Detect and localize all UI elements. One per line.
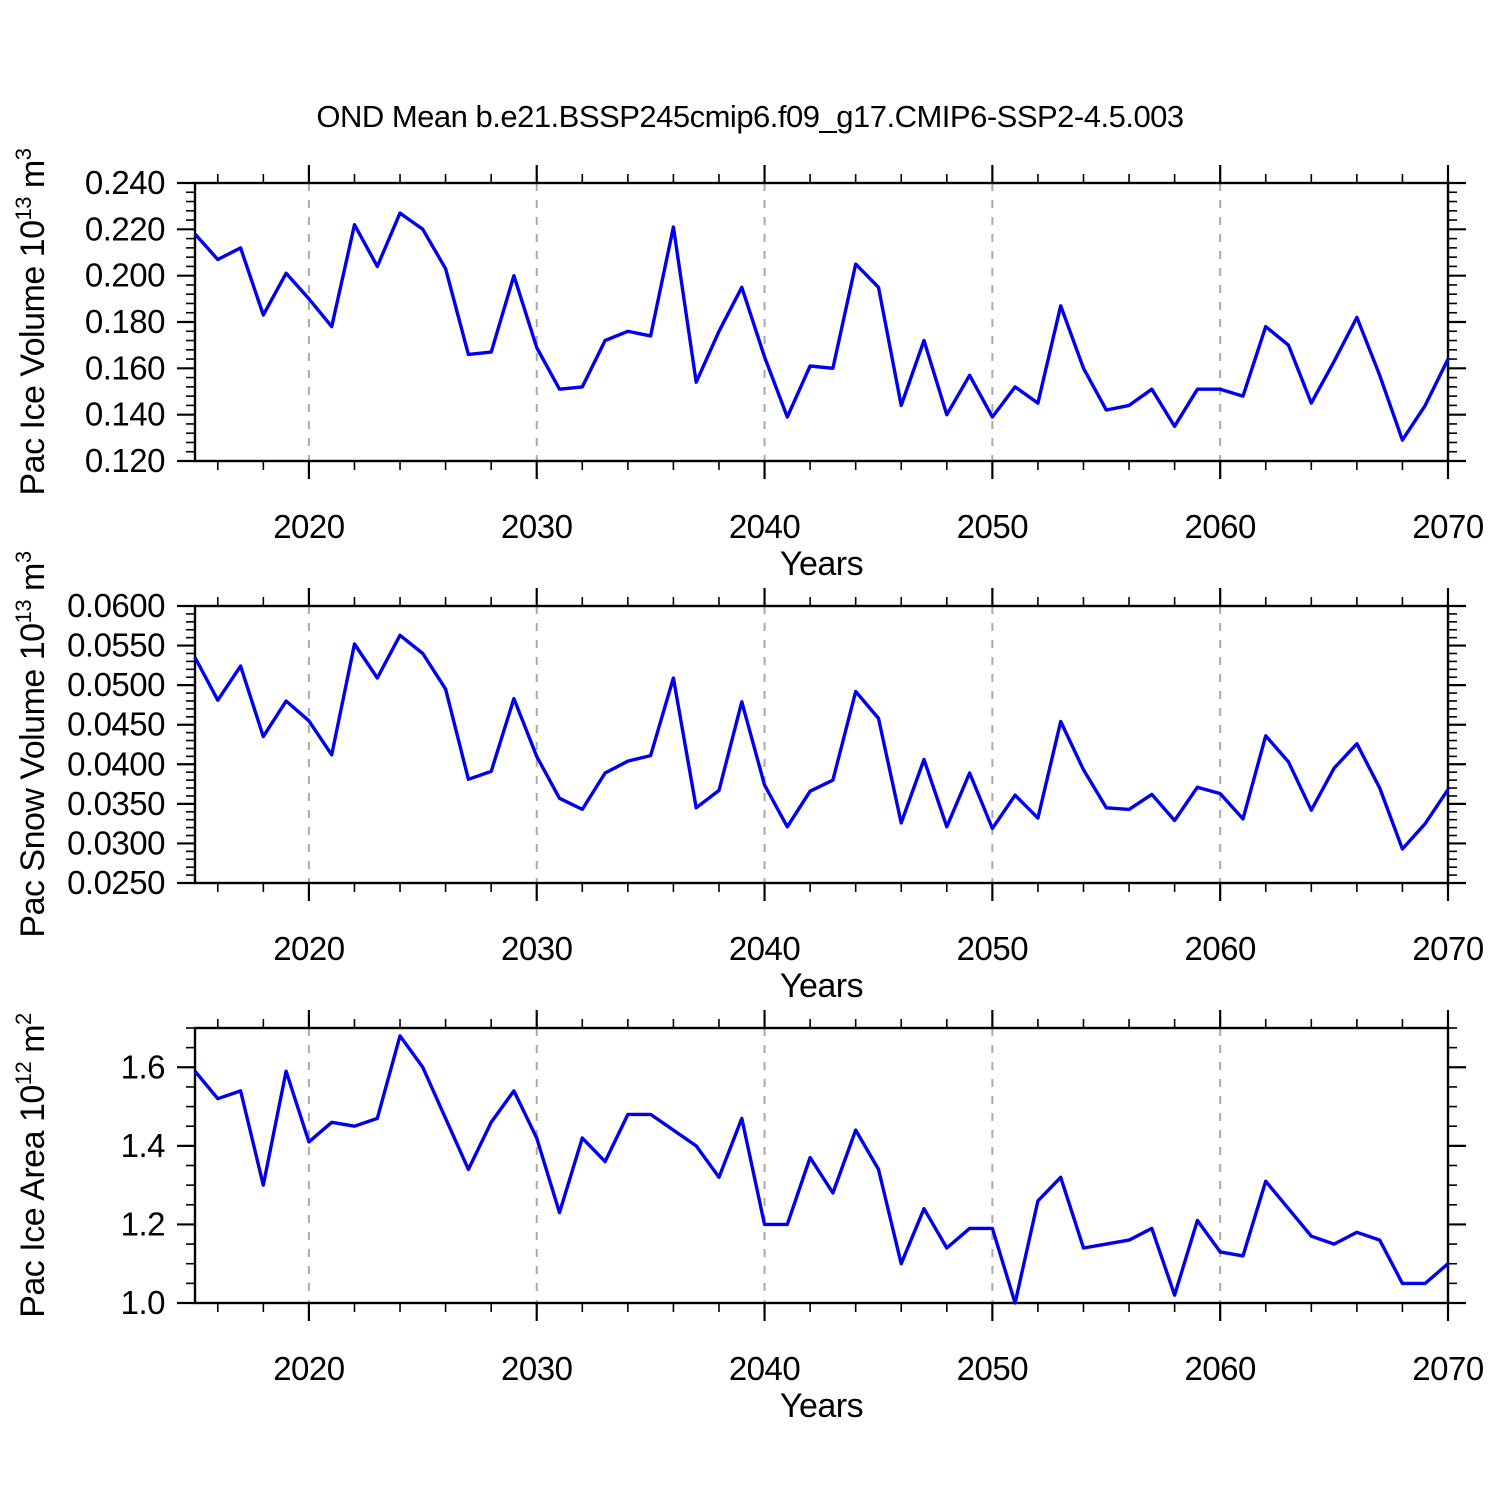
y-tick-label: 1.4 (121, 1127, 166, 1164)
series-line-pac-ice-area (193, 1034, 1450, 1305)
panel-pac-snow-volume: 0.02500.03000.03500.04000.04500.05000.05… (11, 551, 1484, 1005)
x-axis-title: Years (780, 967, 863, 1005)
x-tick-label: 2070 (1412, 1350, 1484, 1387)
series-line-pac-snow-volume (193, 633, 1450, 851)
x-tick-label: 2060 (1184, 930, 1256, 967)
y-tick-label: 0.200 (85, 257, 165, 294)
y-axis-title-group: Pac Snow Volume 1013 m3 (11, 551, 52, 937)
y-tick-label: 0.0600 (67, 587, 165, 624)
panel-frame (193, 604, 1450, 885)
x-tick-label: 2020 (273, 930, 345, 967)
panel-frame (193, 181, 1450, 463)
x-tick-label: 2040 (729, 508, 801, 545)
x-tick-label: 2040 (729, 930, 801, 967)
x-tick-label: 2020 (273, 508, 345, 545)
y-tick-label: 0.0500 (67, 666, 165, 703)
x-tick-label: 2030 (501, 1350, 573, 1387)
y-tick-label: 0.220 (85, 210, 165, 247)
x-tick-label: 2030 (501, 508, 573, 545)
panel-frame (193, 1026, 1450, 1305)
y-tick-label: 0.0550 (67, 627, 165, 664)
panels-group: 0.120 0.140 0.160 0.180 0.200 0.220 0.240 2020 2… (11, 148, 1484, 1425)
y-axis-title-group: Pac Ice Area 1012 m2 (11, 1013, 52, 1318)
figure-title: OND Mean b.e21.BSSP245cmip6.f09_g17.CMIP… (316, 99, 1183, 134)
y-axis-title: Pac Ice Area 1012 m2 (11, 1013, 52, 1318)
y-tick-label: 0.120 (85, 442, 165, 479)
x-tick-label: 2060 (1184, 508, 1256, 545)
y-tick-label: 1.6 (121, 1048, 165, 1085)
y-axis-title-group: Pac Ice Volume 1013 m3 (11, 148, 52, 495)
y-tick-label: 0.0250 (67, 864, 165, 901)
x-tick-label: 2070 (1412, 930, 1484, 967)
y-tick-label: 0.140 (85, 396, 165, 433)
y-tick-label: 1.2 (121, 1205, 165, 1242)
y-tick-label: 0.160 (85, 349, 165, 386)
y-tick-label: 0.0350 (67, 785, 165, 822)
panel-pac-ice-area: 1.0 1.2 1.4 1.6 2020 2030 2040 2050 2060 2070 Year… (11, 1010, 1484, 1425)
y-tick-label: 0.180 (85, 303, 165, 340)
y-tick-label: 1.0 (121, 1284, 166, 1321)
x-tick-label: 2060 (1184, 1350, 1256, 1387)
y-tick-label: 0.0450 (67, 706, 165, 743)
x-tick-label: 2030 (501, 930, 573, 967)
series-line-pac-ice-volume (193, 211, 1450, 442)
x-tick-label: 2050 (957, 1350, 1029, 1387)
x-tick-label: 2040 (729, 1350, 801, 1387)
y-axis-title: Pac Ice Volume 1013 m3 (11, 148, 52, 495)
x-tick-label: 2020 (273, 1350, 345, 1387)
y-axis-title: Pac Snow Volume 1013 m3 (11, 551, 52, 937)
y-tick-label: 0.240 (85, 164, 165, 201)
panel-pac-ice-volume: 0.120 0.140 0.160 0.180 0.200 0.220 0.240 2020 2… (11, 148, 1484, 583)
y-tick-label: 0.0400 (67, 745, 165, 782)
x-tick-label: 2050 (957, 930, 1029, 967)
x-axis-title: Years (780, 545, 863, 583)
y-tick-label: 0.0300 (67, 824, 165, 861)
x-tick-label: 2070 (1412, 508, 1484, 545)
x-tick-label: 2050 (957, 508, 1029, 545)
x-axis-title: Years (780, 1387, 863, 1425)
